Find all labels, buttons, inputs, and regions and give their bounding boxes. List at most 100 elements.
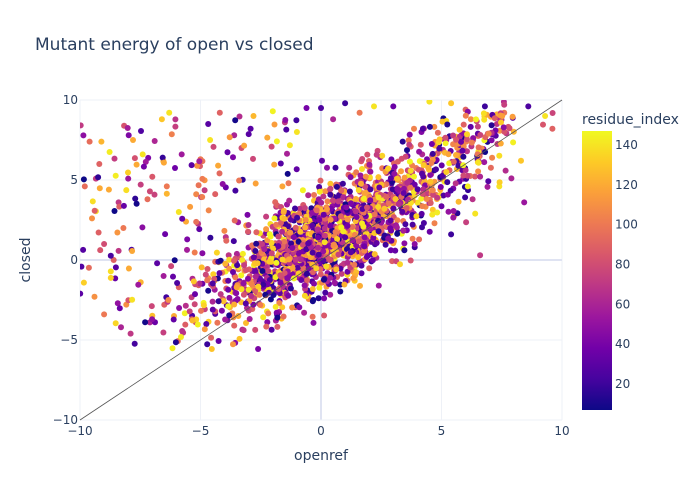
scatter-point — [273, 309, 280, 316]
scatter-point — [393, 224, 400, 231]
scatter-point — [333, 183, 340, 190]
scatter-point — [401, 174, 408, 181]
scatter-point — [425, 164, 432, 171]
scatter-point — [331, 241, 337, 248]
y-tick-label: 10 — [63, 93, 78, 107]
scatter-point — [181, 310, 188, 317]
scatter-point — [285, 223, 291, 230]
scatter-point — [132, 195, 139, 202]
scatter-point — [299, 187, 306, 194]
scatter-point — [281, 215, 288, 222]
scatter-point — [320, 193, 327, 200]
scatter-point — [383, 193, 390, 200]
scatter-point — [245, 286, 252, 293]
scatter-point — [321, 239, 328, 246]
scatter-point — [283, 126, 290, 133]
scatter-point — [225, 277, 232, 284]
scatter-point — [315, 244, 322, 251]
scatter-point — [280, 207, 287, 214]
scatter-point — [125, 169, 131, 176]
scatter-point — [303, 105, 310, 111]
scatter-point — [298, 277, 305, 283]
scatter-point — [231, 301, 238, 308]
scatter-point — [407, 257, 414, 264]
scatter-point — [151, 138, 158, 144]
scatter-point — [292, 256, 299, 263]
scatter-point — [284, 170, 291, 177]
scatter-point — [95, 229, 102, 236]
scatter-point — [279, 228, 285, 235]
scatter-point — [168, 263, 175, 270]
scatter-point — [233, 250, 240, 257]
scatter-point — [366, 265, 373, 272]
scatter-point — [230, 154, 236, 161]
scatter-point — [244, 305, 250, 311]
scatter-point — [367, 168, 374, 175]
scatter-point — [338, 224, 345, 231]
scatter-point — [302, 217, 309, 223]
scatter-point — [332, 164, 339, 171]
scatter-point — [429, 211, 436, 218]
scatter-point — [199, 194, 206, 200]
scatter-point — [477, 173, 484, 180]
scatter-point — [293, 129, 300, 135]
scatter-point — [303, 246, 310, 253]
scatter-point — [474, 151, 481, 158]
scatter-point — [252, 273, 259, 280]
scatter-point — [331, 279, 338, 286]
scatter-point — [360, 223, 367, 230]
scatter-point — [142, 158, 149, 165]
scatter-point — [263, 213, 270, 220]
scatter-point — [438, 162, 445, 169]
scatter-point — [107, 274, 114, 281]
scatter-point — [308, 210, 315, 216]
scatter-point — [409, 235, 416, 242]
scatter-point — [429, 150, 436, 157]
colorbar-tick-label: 120 — [615, 178, 638, 192]
scatter-point — [355, 187, 362, 194]
scatter-point — [426, 100, 433, 105]
scatter-point — [198, 307, 204, 314]
scatter-point — [138, 128, 144, 134]
scatter-point — [375, 174, 382, 181]
scatter-point — [305, 192, 312, 199]
scatter-point — [190, 278, 197, 285]
scatter-point — [280, 313, 287, 320]
scatter-point — [455, 198, 462, 205]
scatter-point — [189, 317, 196, 324]
scatter-point — [111, 208, 118, 214]
scatter-point — [225, 252, 232, 259]
scatter-point — [385, 200, 392, 207]
scatter-point — [436, 136, 443, 143]
scatter-point — [250, 155, 256, 162]
scatter-point — [273, 259, 280, 266]
scatter-point — [411, 173, 417, 180]
scatter-point — [460, 172, 467, 179]
scatter-point — [431, 123, 438, 130]
scatter-point — [279, 256, 286, 263]
scatter-point — [293, 117, 300, 124]
scatter-point — [385, 165, 391, 172]
scatter-point — [439, 118, 446, 125]
scatter-point — [420, 162, 427, 169]
scatter-point — [404, 179, 411, 186]
colorbar — [582, 131, 612, 410]
scatter-point — [338, 213, 344, 220]
scatter-point — [201, 187, 208, 194]
scatter-point — [127, 330, 134, 337]
scatter-point — [274, 323, 281, 330]
scatter-point — [133, 161, 140, 168]
scatter-point — [222, 260, 229, 267]
scatter-point — [89, 198, 96, 205]
scatter-point — [273, 138, 280, 145]
scatter-point — [296, 205, 303, 212]
scatter-point — [284, 150, 290, 157]
scatter-point — [295, 270, 302, 277]
scatter-point — [342, 234, 349, 241]
scatter-point — [456, 126, 463, 133]
scatter-point — [248, 293, 255, 299]
scatter-point — [236, 335, 243, 342]
scatter-point — [450, 214, 457, 221]
scatter-point — [208, 346, 215, 352]
scatter-point — [310, 297, 317, 303]
